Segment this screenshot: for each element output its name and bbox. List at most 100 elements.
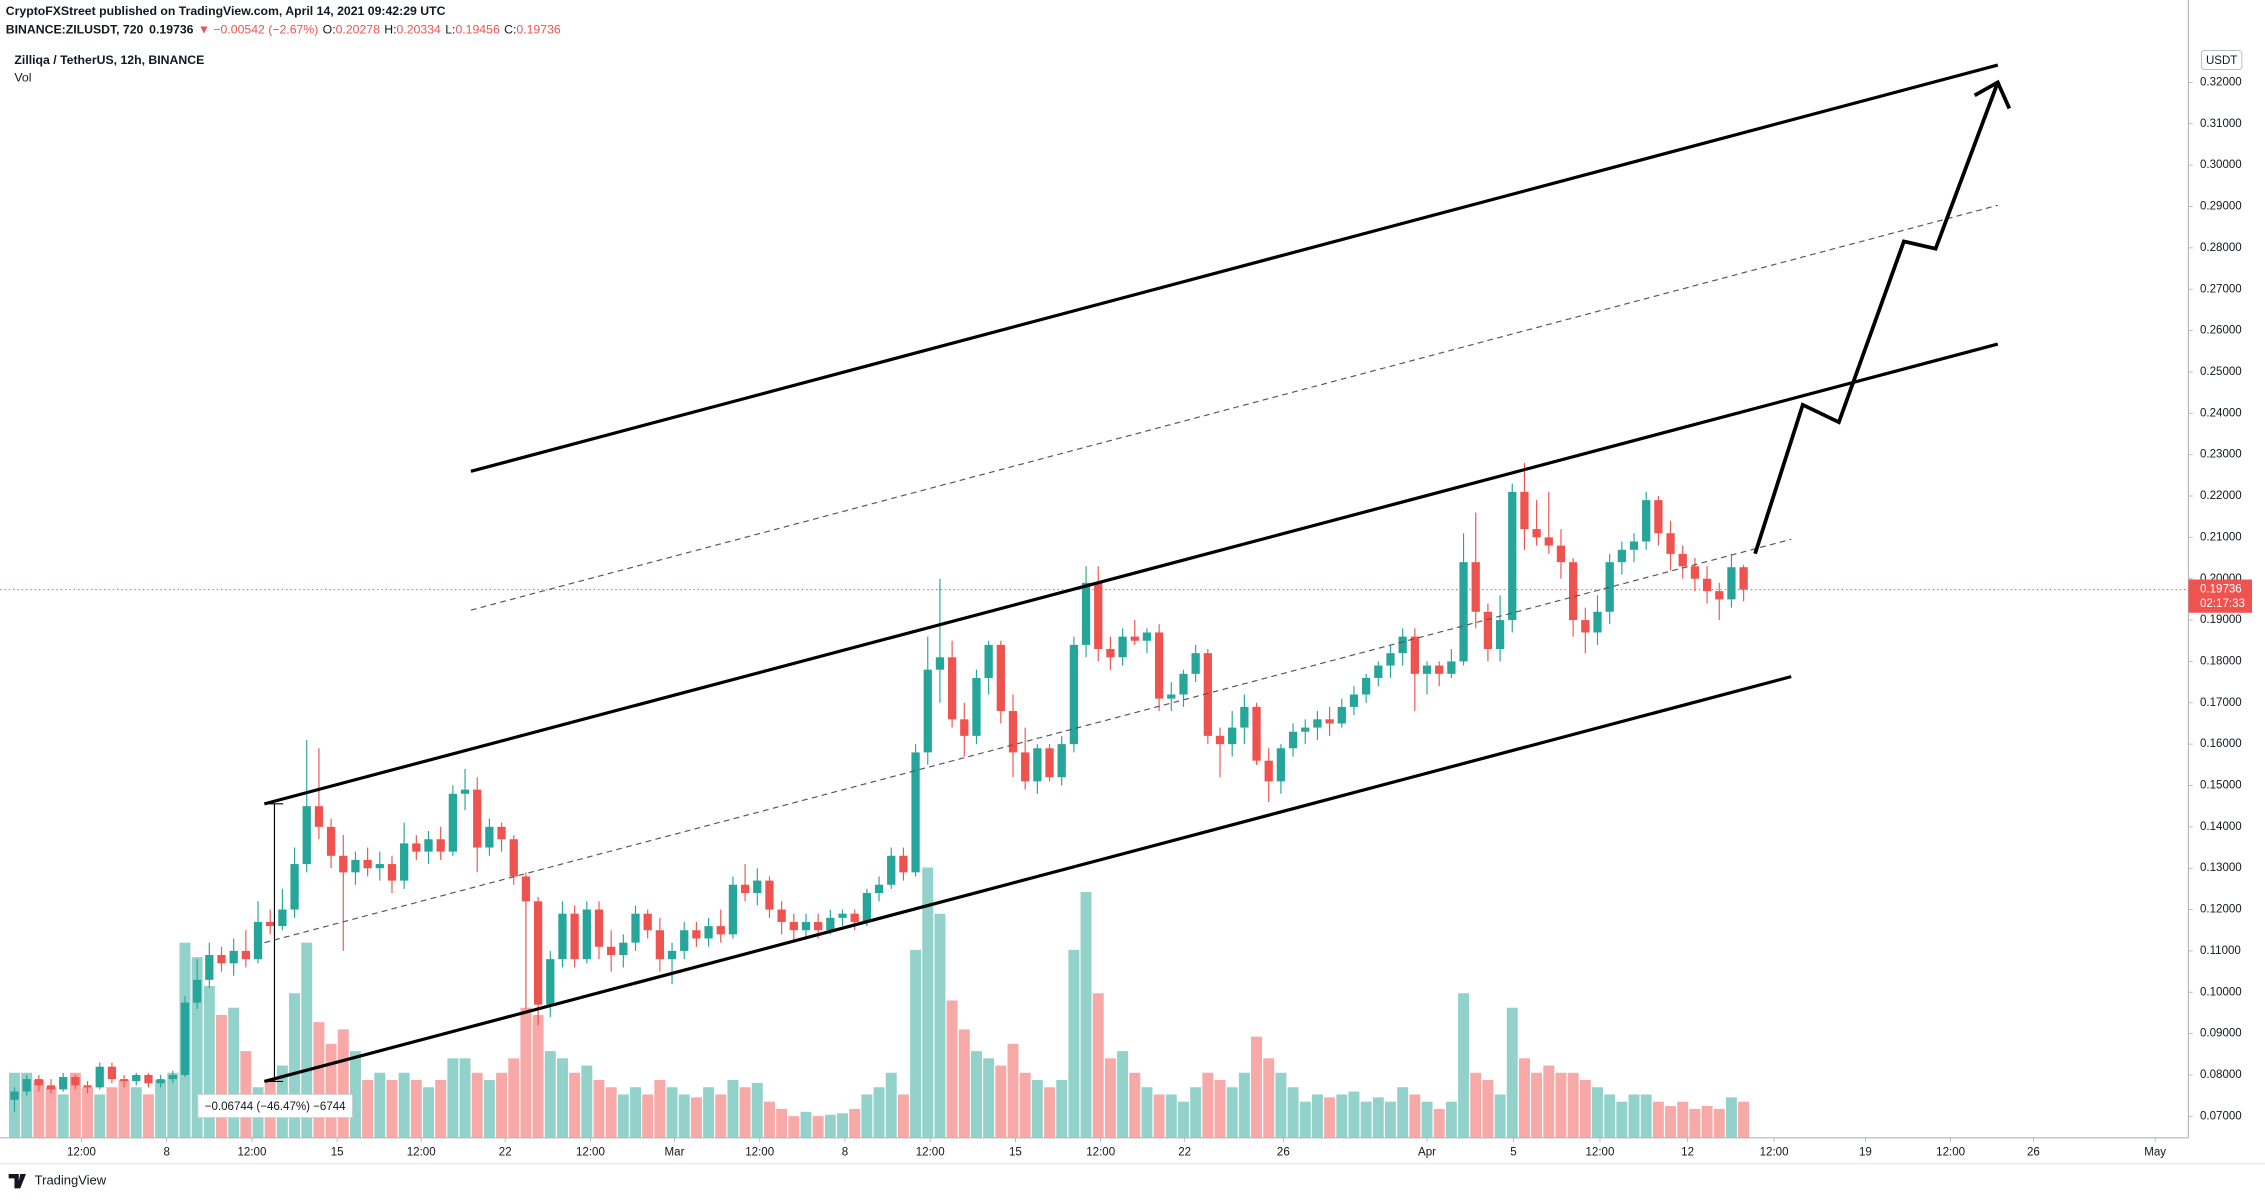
price-unit: USDT bbox=[2206, 55, 2237, 67]
volume-bar bbox=[496, 1072, 508, 1138]
volume-bar bbox=[1372, 1097, 1384, 1138]
candle-body bbox=[1301, 727, 1310, 732]
x-tick-label: 22 bbox=[499, 1146, 512, 1158]
x-tick-label: 12:00 bbox=[1936, 1146, 1965, 1158]
candle-body bbox=[753, 880, 762, 894]
volume-bar bbox=[435, 1080, 447, 1138]
candle-body bbox=[46, 1085, 56, 1090]
countdown-label: 02:17:33 bbox=[2200, 598, 2245, 610]
candle-body bbox=[485, 826, 494, 848]
volume-bar bbox=[423, 1087, 434, 1138]
candle-body bbox=[119, 1079, 129, 1082]
volume-bar bbox=[1129, 1072, 1141, 1138]
y-tick-label: 0.29000 bbox=[2200, 201, 2242, 213]
candle-body bbox=[1374, 665, 1383, 678]
candle-body bbox=[95, 1066, 104, 1088]
candle-body bbox=[1495, 620, 1505, 650]
candle-body bbox=[448, 793, 458, 852]
volume-bar bbox=[1177, 1101, 1189, 1138]
volume-bar bbox=[1251, 1036, 1263, 1138]
measure-label: −0.06744 (−46.47%) −6744 bbox=[205, 1101, 346, 1113]
candle-body bbox=[351, 859, 360, 873]
y-tick-label: 0.23000 bbox=[2200, 449, 2242, 461]
candle-body bbox=[1520, 491, 1529, 530]
candle-body bbox=[1276, 748, 1286, 782]
candle-body bbox=[1118, 636, 1127, 658]
change: ▼ −0.00542 (−2.67%) bbox=[198, 23, 319, 37]
volume-bar bbox=[1713, 1108, 1725, 1138]
ohlc-value: 0.20334 bbox=[397, 23, 441, 37]
volume-bar bbox=[995, 1065, 1007, 1138]
candle-body bbox=[692, 930, 701, 939]
logo-text: TradingView bbox=[35, 1173, 107, 1188]
volume-bar bbox=[325, 1043, 337, 1138]
volume-bar bbox=[1141, 1087, 1153, 1138]
candle-body bbox=[1240, 706, 1249, 728]
candle-body bbox=[533, 901, 543, 1005]
candle-body bbox=[144, 1074, 153, 1084]
volume-bar bbox=[654, 1080, 666, 1138]
candle-body bbox=[1654, 500, 1663, 534]
volume-bar bbox=[1336, 1094, 1348, 1138]
candle-body bbox=[1702, 578, 1712, 592]
volume-bar bbox=[289, 993, 301, 1138]
candle-body bbox=[1386, 653, 1395, 666]
volume-bar bbox=[1567, 1072, 1579, 1138]
x-tick-label: 12:00 bbox=[1086, 1146, 1115, 1158]
candle-body bbox=[424, 839, 433, 852]
candle-body bbox=[1642, 500, 1651, 542]
candle-body bbox=[1739, 567, 1748, 590]
volume-bar bbox=[1555, 1072, 1567, 1138]
candle-body bbox=[1361, 677, 1371, 695]
candle-body bbox=[1629, 541, 1639, 550]
volume-bar bbox=[946, 1000, 958, 1138]
candle-body bbox=[643, 913, 652, 931]
candle-body bbox=[1581, 620, 1590, 633]
candle-body bbox=[728, 884, 738, 935]
volume-bar bbox=[1470, 1072, 1482, 1138]
candle-body bbox=[1447, 661, 1456, 674]
candle-body bbox=[582, 909, 591, 960]
candle-body bbox=[558, 913, 567, 960]
candle-body bbox=[1410, 636, 1419, 674]
candle-body bbox=[1593, 611, 1602, 633]
candle-body bbox=[1666, 533, 1675, 554]
candle-body bbox=[339, 855, 348, 873]
y-tick-label: 0.31000 bbox=[2200, 118, 2242, 130]
candle-body bbox=[619, 942, 628, 956]
candle-body bbox=[862, 893, 872, 922]
volume-bar bbox=[1080, 892, 1092, 1138]
x-tick-label: 5 bbox=[1510, 1146, 1516, 1158]
volume-bar bbox=[1056, 1080, 1068, 1138]
channel-upper-top bbox=[470, 63, 1999, 473]
candle-body bbox=[1544, 537, 1553, 546]
volume-bar bbox=[970, 1051, 982, 1138]
volume-bar bbox=[630, 1087, 641, 1138]
candle-body bbox=[546, 959, 555, 1005]
channel-top bbox=[263, 342, 1999, 806]
y-tick-label: 0.15000 bbox=[2200, 780, 2242, 792]
candle-body bbox=[1313, 719, 1322, 728]
x-tick-label: 19 bbox=[1859, 1146, 1872, 1158]
y-tick-label: 0.13000 bbox=[2200, 862, 2242, 874]
volume-bar bbox=[642, 1094, 654, 1138]
candle-body bbox=[789, 921, 798, 931]
last-price-box bbox=[2188, 579, 2252, 613]
volume-bar bbox=[897, 1094, 909, 1138]
x-tick-label: May bbox=[2144, 1146, 2166, 1158]
candle-body bbox=[1349, 694, 1359, 707]
volume-bar bbox=[1238, 1072, 1250, 1138]
candle-body bbox=[935, 657, 945, 670]
candle-body bbox=[667, 950, 677, 960]
candle-body bbox=[363, 859, 372, 869]
candle-body bbox=[1203, 653, 1212, 736]
y-tick-label: 0.07000 bbox=[2200, 1110, 2242, 1122]
volume-bar bbox=[727, 1080, 739, 1138]
candle-body bbox=[960, 719, 969, 736]
volume-bar bbox=[1190, 1087, 1202, 1138]
volume-bar bbox=[1543, 1065, 1555, 1138]
ohlc-value: 0.19456 bbox=[455, 23, 499, 37]
y-tick-label: 0.24000 bbox=[2200, 407, 2242, 419]
candle-body bbox=[497, 826, 506, 840]
x-tick-label: 26 bbox=[2027, 1146, 2040, 1158]
